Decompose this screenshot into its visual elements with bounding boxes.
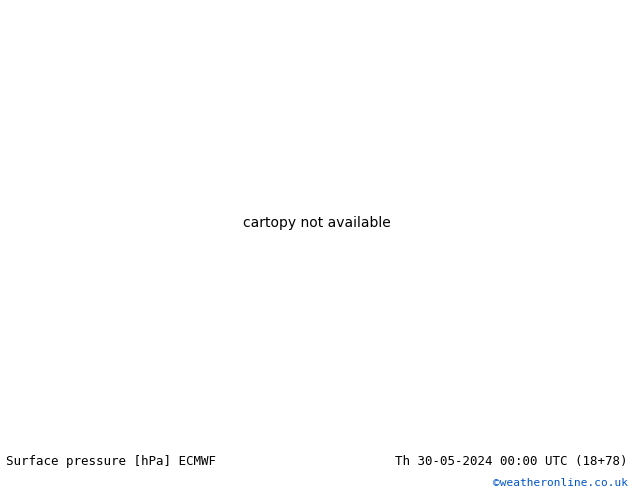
- Text: Th 30-05-2024 00:00 UTC (18+78): Th 30-05-2024 00:00 UTC (18+78): [395, 455, 628, 468]
- Text: ©weatheronline.co.uk: ©weatheronline.co.uk: [493, 478, 628, 489]
- Text: cartopy not available: cartopy not available: [243, 216, 391, 230]
- Text: Surface pressure [hPa] ECMWF: Surface pressure [hPa] ECMWF: [6, 455, 216, 468]
